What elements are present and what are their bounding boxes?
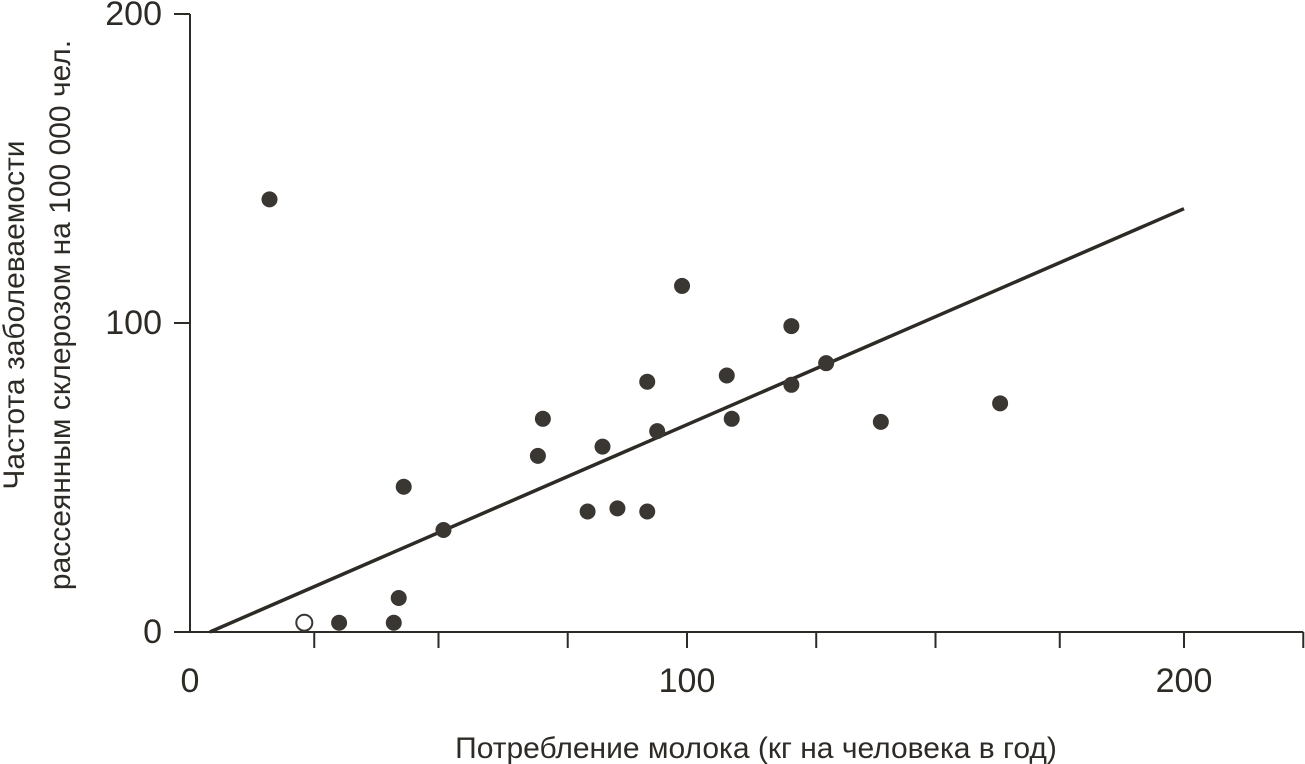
data-point-4	[395, 478, 412, 495]
data-point-20	[872, 413, 889, 430]
data-point-13	[649, 423, 666, 440]
tick-labels: 0 100 200 0 100 200	[105, 0, 1212, 700]
y-tick-label-200: 200	[105, 0, 162, 33]
data-point-19	[818, 355, 835, 372]
data-points	[261, 191, 1009, 632]
x-axis-label: Потребление молока (кг на человека в год…	[455, 732, 1057, 764]
data-point-11	[639, 373, 656, 390]
data-point-2	[385, 614, 402, 631]
data-point-17	[783, 318, 800, 335]
data-point-9	[594, 438, 611, 455]
x-tick-label-100: 100	[659, 662, 716, 700]
axes	[189, 14, 1304, 633]
data-point-8	[579, 503, 596, 520]
data-point-5	[435, 522, 452, 539]
x-tick-label-200: 200	[1156, 662, 1213, 700]
data-point-21	[992, 395, 1009, 412]
ticks	[174, 13, 1305, 648]
data-point-7	[534, 410, 551, 427]
data-point-1	[331, 614, 348, 631]
data-point-15	[718, 367, 735, 384]
data-point-16	[723, 410, 740, 427]
trendline-group	[209, 207, 1185, 634]
data-point-0	[261, 191, 278, 208]
y-axis-label: Частота заболеваемости рассеянным склеро…	[0, 40, 77, 590]
data-point-12	[639, 503, 656, 520]
y-axis-label-line-1: Частота заболеваемости	[0, 140, 31, 489]
x-tick-label-0: 0	[181, 662, 200, 700]
open-point-0	[295, 613, 314, 632]
data-point-3	[390, 590, 407, 607]
data-point-6	[529, 447, 546, 464]
y-tick-label-100: 100	[105, 304, 162, 342]
data-point-14	[674, 277, 691, 294]
trendline	[209, 207, 1185, 634]
data-point-10	[609, 500, 626, 517]
y-tick-label-0: 0	[143, 613, 162, 651]
y-axis-label-line-2: рассеянным склерозом на 100 000 чел.	[44, 40, 77, 590]
data-point-18	[783, 376, 800, 393]
